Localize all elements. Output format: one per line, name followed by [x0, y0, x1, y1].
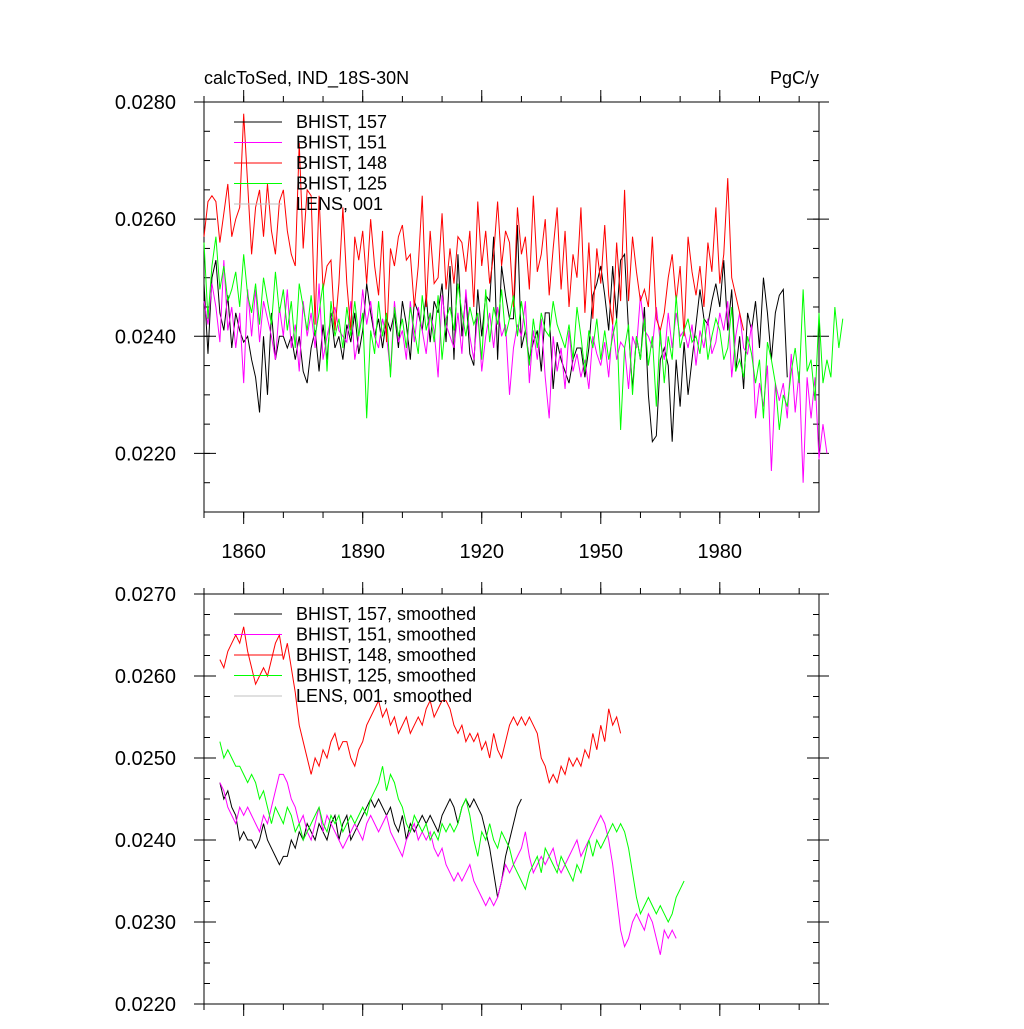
series-line-3 [203, 236, 844, 431]
y-tick-label: 0.0230 [115, 912, 176, 934]
x-tick-label: 1890 [340, 541, 385, 563]
legend-label: BHIST, 125 [296, 174, 387, 194]
ticks-bottom [194, 582, 829, 1016]
y-tick-label: 0.0280 [115, 92, 176, 114]
legend-label: BHIST, 148 [296, 153, 387, 173]
legend-label: BHIST, 157 [296, 112, 387, 132]
y-tick-label: 0.0270 [115, 584, 176, 606]
y-tick-labels-bottom: 0.0270 0.0260 0.0250 0.0240 0.0230 0.0220 [115, 584, 176, 1016]
y-tick-label: 0.0260 [115, 209, 176, 231]
legend-label: BHIST, 151, smoothed [296, 625, 476, 645]
x-tick-label: 1980 [698, 541, 743, 563]
panel-bottom: 0.0270 0.0260 0.0250 0.0240 0.0230 0.0220 BHI… [115, 582, 829, 1016]
legend-label: BHIST, 157, smoothed [296, 604, 476, 624]
y-tick-label: 0.0250 [115, 748, 176, 770]
series-line-0 [203, 224, 788, 444]
y-tick-label: 0.0240 [115, 326, 176, 348]
legend-label: LENS, 001, smoothed [296, 686, 472, 706]
ticks-top [194, 90, 829, 524]
series-line-2 [219, 626, 622, 785]
y-tick-label: 0.0240 [115, 830, 176, 852]
y-tick-label: 0.0220 [115, 994, 176, 1016]
x-tick-labels-top: 1860 1890 1920 1950 1980 [221, 541, 742, 563]
series-line-2 [203, 113, 745, 343]
x-tick-label: 1920 [459, 541, 504, 563]
units-label: PgC/y [770, 68, 819, 88]
legend-label: BHIST, 151 [296, 133, 387, 153]
panel-top: calcToSed, IND_18S-30N PgC/y 0.0280 0.026… [115, 68, 844, 563]
legend-label: BHIST, 148, smoothed [296, 645, 476, 665]
legend-label: BHIST, 125, smoothed [296, 666, 476, 686]
series-line-1 [219, 773, 677, 955]
y-tick-label: 0.0220 [115, 443, 176, 465]
legend-label: LENS, 001 [296, 194, 383, 214]
y-tick-labels-top: 0.0280 0.0260 0.0240 0.0220 [115, 92, 176, 465]
series-group-bottom [219, 626, 685, 955]
y-tick-label: 0.0260 [115, 666, 176, 688]
series-line-1 [203, 260, 828, 483]
series-group-top [203, 113, 844, 483]
chart-title: calcToSed, IND_18S-30N [204, 68, 409, 89]
x-tick-label: 1950 [579, 541, 624, 563]
x-tick-label: 1860 [221, 541, 266, 563]
series-line-3 [219, 741, 685, 924]
